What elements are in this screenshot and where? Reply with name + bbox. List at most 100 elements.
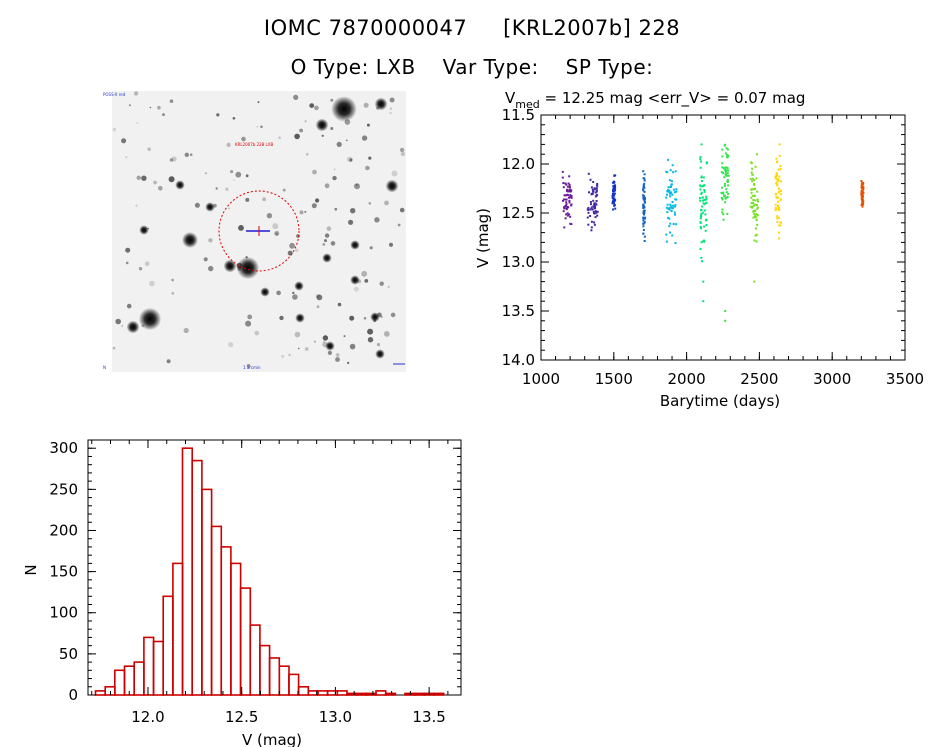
star (399, 207, 405, 213)
star (166, 359, 171, 364)
lc-point (672, 171, 675, 174)
lc-point (569, 190, 571, 193)
hist-ytick-label: 250 (49, 480, 78, 498)
lc-point (724, 152, 727, 155)
lc-point (567, 196, 570, 199)
lc-point (594, 202, 597, 205)
star (324, 233, 330, 238)
lc-point (699, 158, 702, 161)
lc-point (726, 179, 729, 182)
lc-point (670, 210, 673, 212)
lc-point (702, 199, 704, 202)
lc-point (724, 319, 727, 322)
star (295, 313, 305, 323)
lc-point (705, 218, 708, 221)
lc-point (699, 222, 702, 225)
lc-point (668, 195, 671, 198)
lc-series (860, 180, 865, 208)
lc-point (643, 209, 646, 212)
star (315, 198, 320, 203)
lc-point (775, 182, 778, 185)
lc-point (777, 207, 780, 209)
lc-point (667, 207, 670, 210)
lc-point (643, 201, 646, 204)
lc-point (776, 220, 779, 223)
lc-point (566, 212, 569, 215)
star (330, 241, 336, 246)
star (327, 350, 332, 355)
star (388, 242, 394, 247)
star (367, 328, 374, 335)
finder-stars (112, 91, 406, 368)
lc-point (612, 198, 615, 201)
star (153, 180, 158, 185)
hist-bar (404, 692, 416, 696)
lc-point (776, 196, 779, 199)
lc-series (586, 172, 599, 232)
lc-point (755, 213, 758, 216)
lc-point (564, 182, 567, 185)
lc-point (674, 170, 677, 173)
lc-point (753, 215, 756, 218)
lc-point (674, 213, 676, 216)
hist-xtick-label: 12.0 (131, 708, 164, 726)
hist-xtick-label: 13.0 (319, 708, 352, 726)
lc-point (778, 175, 781, 178)
lc-point (593, 212, 595, 215)
lc-point (776, 161, 778, 164)
lc-point (774, 206, 777, 209)
hist-bar (201, 488, 213, 696)
star (325, 341, 335, 351)
lc-point (593, 188, 596, 191)
star (363, 102, 369, 108)
lc-point (703, 189, 706, 191)
star (350, 240, 360, 250)
star (389, 111, 392, 115)
lc-point (593, 221, 596, 224)
lc-point (590, 203, 592, 206)
lc-point (755, 177, 758, 180)
variability-type: Var Type: (442, 55, 539, 79)
lc-point (643, 240, 646, 242)
hist-bar (355, 692, 368, 696)
star (256, 125, 259, 128)
star (121, 324, 124, 327)
star (353, 286, 359, 292)
finder-label-bottom: 1 arcmin (243, 365, 261, 370)
star (238, 225, 244, 231)
lc-point (563, 198, 565, 201)
lc-point (704, 213, 707, 216)
star (171, 278, 174, 282)
lc-point (755, 219, 758, 221)
lc-point (613, 197, 616, 200)
lc-point (723, 184, 726, 187)
object-name: IOMC 7870000047 (263, 16, 468, 40)
lc-point (591, 208, 594, 211)
lc-point (704, 229, 707, 232)
hist-bar (384, 692, 397, 696)
star (355, 183, 358, 187)
lc-series (720, 143, 730, 322)
lc-point (643, 185, 646, 188)
lc-point (861, 198, 864, 201)
star (334, 207, 338, 211)
object-alias: [KRL2007b] 228 (503, 16, 681, 40)
star (216, 113, 220, 117)
lc-ticks: 1000 1500 2000 2500 3000 3500 11.5 12.0 12.5 13.0… (502, 106, 925, 388)
star (254, 330, 260, 336)
lc-point (777, 168, 780, 171)
hist-bar (191, 459, 203, 696)
lc-point (775, 177, 778, 180)
lc-point (667, 190, 670, 193)
star (230, 170, 234, 174)
lc-xtick-label: 3000 (813, 370, 851, 388)
lc-point (672, 188, 675, 191)
lc-point (593, 223, 596, 226)
lc-point (642, 217, 645, 220)
lc-point (565, 208, 568, 211)
lc-point (703, 199, 706, 201)
lc-point (750, 188, 753, 191)
lc-point (775, 172, 778, 175)
